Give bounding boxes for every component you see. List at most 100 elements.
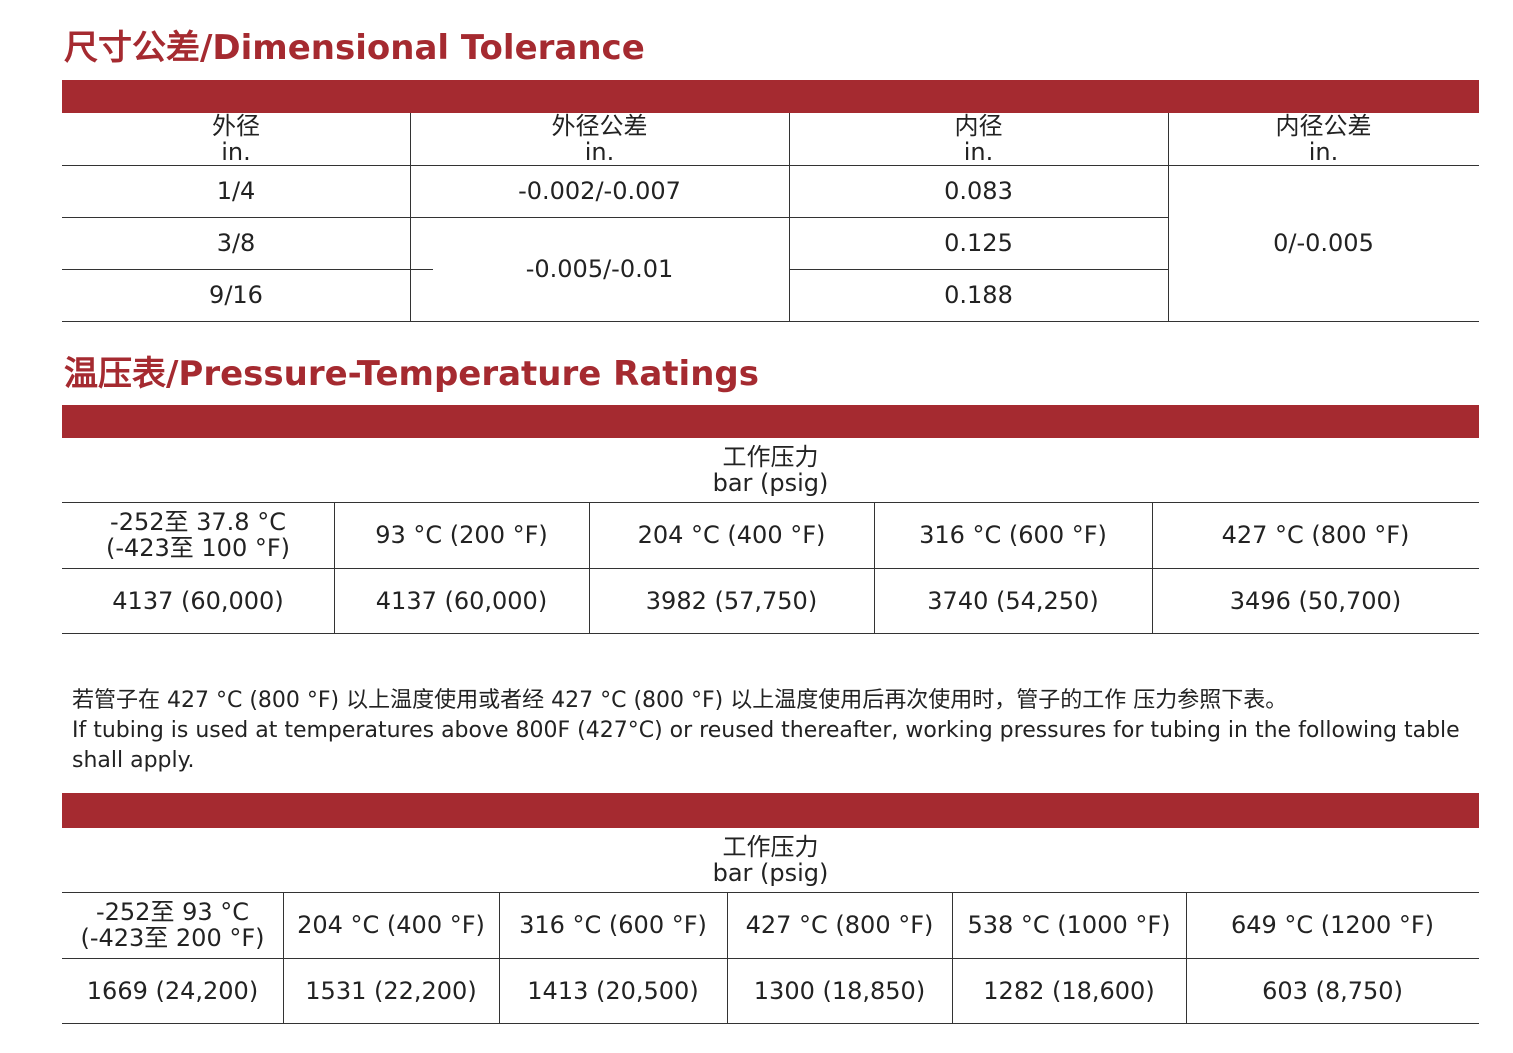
- column-divider: [874, 502, 875, 633]
- temperature-cell: 93 °C (200 °F): [334, 502, 589, 568]
- column-header: 外径 in.: [62, 113, 410, 165]
- column-divider: [589, 502, 590, 633]
- cell-text: (-423至 100 °F): [105, 534, 291, 562]
- cell-text: 316 °C (600 °F): [519, 911, 707, 939]
- temperature-cell: -252至 37.8 °C (-423至 100 °F): [62, 502, 334, 568]
- pressure-value-cell: 1413 (20,500): [499, 958, 727, 1023]
- cell-text: (-423至 200 °F): [80, 924, 265, 952]
- cell-text: in.: [221, 138, 251, 166]
- row-divider: [62, 633, 1479, 634]
- note-english-line2: shall apply.: [72, 748, 195, 773]
- cell-text: 3496 (50,700): [1229, 586, 1402, 615]
- cell-text: 4137 (60,000): [375, 586, 548, 615]
- column-divider: [410, 113, 411, 321]
- temperature-cell: 204 °C (400 °F): [589, 502, 874, 568]
- cell-text: 0.083: [944, 177, 1013, 205]
- cell-text: 1300 (18,850): [753, 976, 926, 1005]
- od-tolerance-cell: -0.002/-0.007: [410, 165, 789, 217]
- column-divider: [1186, 892, 1187, 1023]
- cell-text: 3/8: [216, 229, 256, 257]
- column-header: 内径 in.: [789, 113, 1168, 165]
- column-divider: [283, 892, 284, 1023]
- cell-text: 204 °C (400 °F): [297, 911, 485, 939]
- od-cell: 9/16: [62, 269, 410, 321]
- id-cell: 0.125: [789, 217, 1168, 269]
- cell-text: 427 °C (800 °F): [1221, 521, 1410, 549]
- cell-text: 3982 (57,750): [645, 586, 818, 615]
- cell-text: 1/4: [216, 177, 256, 205]
- temperature-cell: 649 °C (1200 °F): [1186, 892, 1479, 958]
- cell-text: bar (psig): [712, 469, 829, 497]
- pressure-value-cell: 3740 (54,250): [874, 568, 1152, 633]
- row-divider: [62, 958, 1479, 959]
- id-tolerance-cell: 0/-0.005: [1168, 165, 1479, 321]
- cell-text: 工作压力: [722, 443, 819, 471]
- od-tolerance-cell: -0.005/-0.01: [410, 217, 789, 321]
- cell-text: -252至 37.8 °C: [110, 508, 286, 536]
- row-divider: [62, 568, 1479, 569]
- working-pressure-header: 工作压力 bar (psig): [62, 828, 1479, 892]
- temperature-cell: -252至 93 °C (-423至 200 °F): [62, 892, 283, 958]
- cell-text: 603 (8,750): [1262, 976, 1403, 1005]
- od-cell: 1/4: [62, 165, 410, 217]
- cell-text: 1531 (22,200): [305, 976, 477, 1005]
- cell-text: 204 °C (400 °F): [637, 521, 826, 549]
- cell-text: 93 °C (200 °F): [375, 521, 548, 549]
- cell-text: -0.005/-0.01: [525, 255, 674, 283]
- id-cell: 0.188: [789, 269, 1168, 321]
- cell-text: 0.125: [944, 229, 1013, 257]
- cell-text: bar (psig): [712, 859, 829, 887]
- cell-text: 316 °C (600 °F): [919, 521, 1107, 549]
- temperature-cell: 427 °C (800 °F): [727, 892, 952, 958]
- pressure-value-cell: 1531 (22,200): [283, 958, 499, 1023]
- cell-text: 1669 (24,200): [86, 976, 259, 1005]
- table-header-bar: [62, 793, 1479, 828]
- note-chinese: 若管子在 427 °C (800 °F) 以上温度使用或者经 427 °C (8…: [72, 688, 1288, 713]
- cell-text: 9/16: [209, 281, 263, 309]
- pressure-value-cell: 4137 (60,000): [334, 568, 589, 633]
- cell-text: 649 °C (1200 °F): [1230, 911, 1435, 939]
- row-divider: [62, 502, 1479, 503]
- row-divider: [62, 269, 433, 270]
- temperature-cell: 538 °C (1000 °F): [952, 892, 1186, 958]
- cell-text: 3740 (54,250): [927, 586, 1099, 615]
- od-cell: 3/8: [62, 217, 410, 269]
- cell-text: 0/-0.005: [1273, 229, 1374, 257]
- pressure-value-cell: 1300 (18,850): [727, 958, 952, 1023]
- pressure-value-cell: 1282 (18,600): [952, 958, 1186, 1023]
- cell-text: 外径公差: [551, 112, 648, 140]
- temperature-cell: 316 °C (600 °F): [499, 892, 727, 958]
- cell-text: in.: [963, 138, 994, 166]
- column-header: 外径公差 in.: [410, 113, 789, 165]
- column-divider: [334, 502, 335, 633]
- table-header-bar: [62, 80, 1479, 113]
- pressure-value-cell: 1669 (24,200): [62, 958, 283, 1023]
- column-divider: [789, 113, 790, 321]
- temperature-cell: 427 °C (800 °F): [1152, 502, 1479, 568]
- column-divider: [1168, 113, 1169, 321]
- working-pressure-header: 工作压力 bar (psig): [62, 438, 1479, 502]
- column-divider: [1152, 502, 1153, 633]
- row-divider: [62, 1023, 1479, 1024]
- row-divider: [62, 217, 1168, 218]
- cell-text: 内径: [954, 112, 1003, 140]
- note-english-line1: If tubing is used at temperatures above …: [72, 718, 1460, 743]
- column-divider: [952, 892, 953, 1023]
- cell-text: 1413 (20,500): [527, 976, 699, 1005]
- column-divider: [727, 892, 728, 1023]
- row-divider: [62, 892, 1479, 893]
- pressure-value-cell: 3982 (57,750): [589, 568, 874, 633]
- cell-text: 4137 (60,000): [112, 586, 284, 615]
- cell-text: 538 °C (1000 °F): [967, 911, 1171, 939]
- cell-text: -0.002/-0.007: [518, 177, 681, 205]
- row-divider: [789, 269, 1168, 270]
- pressure-temperature-title: 温压表/Pressure-Temperature Ratings: [64, 354, 759, 394]
- temperature-cell: 316 °C (600 °F): [874, 502, 1152, 568]
- table-header-bar: [62, 405, 1479, 438]
- column-divider: [499, 892, 500, 1023]
- temperature-cell: 204 °C (400 °F): [283, 892, 499, 958]
- column-header: 内径公差 in.: [1168, 113, 1479, 165]
- cell-text: in.: [584, 138, 615, 166]
- cell-text: -252至 93 °C: [95, 898, 250, 926]
